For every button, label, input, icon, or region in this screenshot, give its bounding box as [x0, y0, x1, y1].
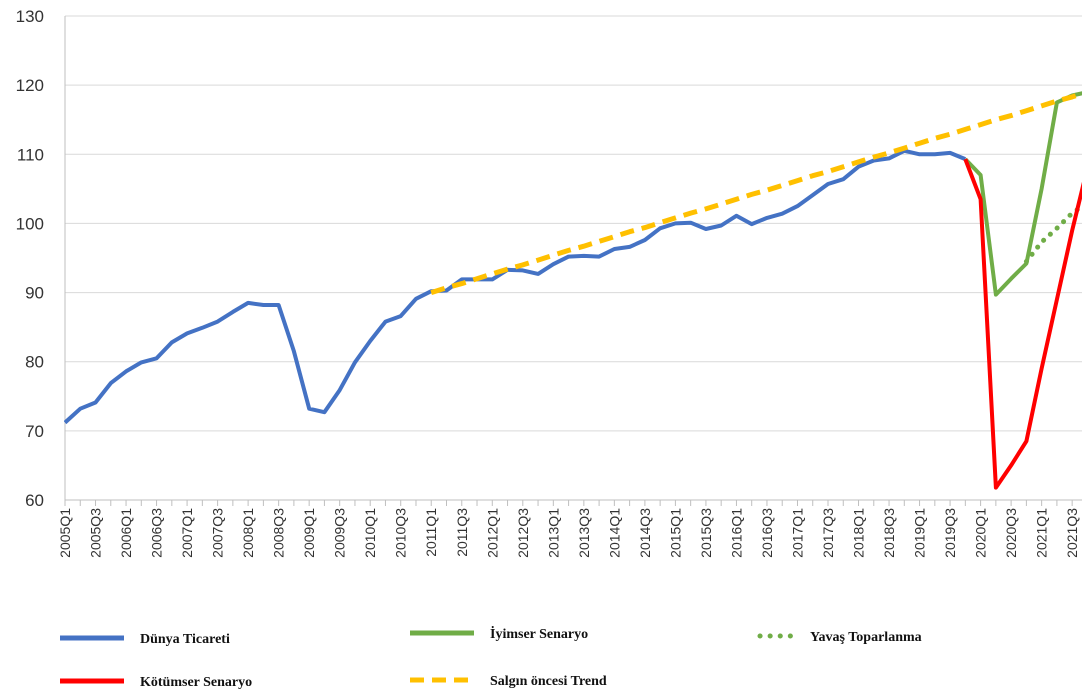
- y-tick-label: 130: [16, 7, 44, 26]
- series-line: [64, 148, 967, 425]
- y-tick-label: 70: [25, 422, 44, 441]
- x-tick-label: 2007Q3: [210, 508, 226, 558]
- x-tick-label: 2015Q1: [667, 508, 683, 558]
- x-tick-label: 2010Q3: [393, 508, 409, 558]
- x-tick-label: 2011Q1: [423, 508, 439, 557]
- x-tick-label: 2019Q3: [942, 508, 958, 558]
- x-tick-label: 2020Q3: [1003, 508, 1019, 558]
- series-line: [963, 158, 1082, 490]
- x-tick-label: 2010Q1: [362, 508, 378, 558]
- x-tick-label: 2018Q3: [881, 508, 897, 558]
- x-tick-label: 2013Q1: [545, 508, 561, 558]
- x-tick-label: 2011Q3: [454, 508, 470, 557]
- x-tick-label: 2017Q1: [789, 508, 805, 558]
- legend-label: İyimser Senaryo: [490, 625, 588, 642]
- y-tick-label: 90: [25, 284, 44, 303]
- x-tick-label: 2005Q1: [57, 508, 73, 558]
- x-tick-label: 2020Q1: [973, 508, 989, 558]
- x-tick-label: 2006Q3: [149, 508, 165, 558]
- x-tick-label: 2019Q1: [912, 508, 928, 558]
- x-tick-label: 2021Q1: [1034, 508, 1050, 558]
- y-tick-label: 120: [16, 76, 44, 95]
- x-tick-label: 2008Q1: [240, 508, 256, 558]
- legend-label: Yavaş Toparlanma: [810, 630, 922, 645]
- series-line: [430, 91, 1082, 295]
- legend-label: Kötümser Senaryo: [140, 675, 252, 690]
- y-tick-label: 80: [25, 353, 44, 372]
- x-tick-label: 2014Q3: [637, 508, 653, 558]
- x-tick-label: 2012Q3: [515, 508, 531, 558]
- y-tick-label: 60: [25, 491, 44, 510]
- x-tick-label: 2009Q1: [301, 508, 317, 558]
- x-tick-label: 2017Q3: [820, 508, 836, 558]
- grid: [64, 15, 1082, 506]
- x-tick-label: 2012Q1: [484, 508, 500, 558]
- x-tick-label: 2008Q3: [271, 508, 287, 558]
- x-tick-label: 2014Q1: [606, 508, 622, 558]
- x-tick-label: 2007Q1: [179, 508, 195, 558]
- legend-label: Dünya Ticareti: [140, 632, 230, 647]
- x-tick-label: 2015Q3: [698, 508, 714, 558]
- x-tick-label: 2016Q3: [759, 508, 775, 558]
- y-tick-label: 110: [17, 145, 44, 164]
- x-tick-label: 2009Q3: [332, 508, 348, 558]
- x-tick-label: 2021Q3: [1064, 508, 1080, 558]
- x-tick-label: 2016Q1: [728, 508, 744, 558]
- x-tick-label: 2018Q1: [851, 508, 867, 558]
- x-tick-label: 2006Q1: [118, 508, 134, 558]
- legend-label: Salgın öncesi Trend: [490, 674, 607, 689]
- plot-area: [64, 91, 1082, 490]
- x-tick-label: 2013Q3: [576, 508, 592, 558]
- y-tick-label: 100: [16, 214, 44, 233]
- x-tick-label: 2005Q3: [88, 508, 104, 558]
